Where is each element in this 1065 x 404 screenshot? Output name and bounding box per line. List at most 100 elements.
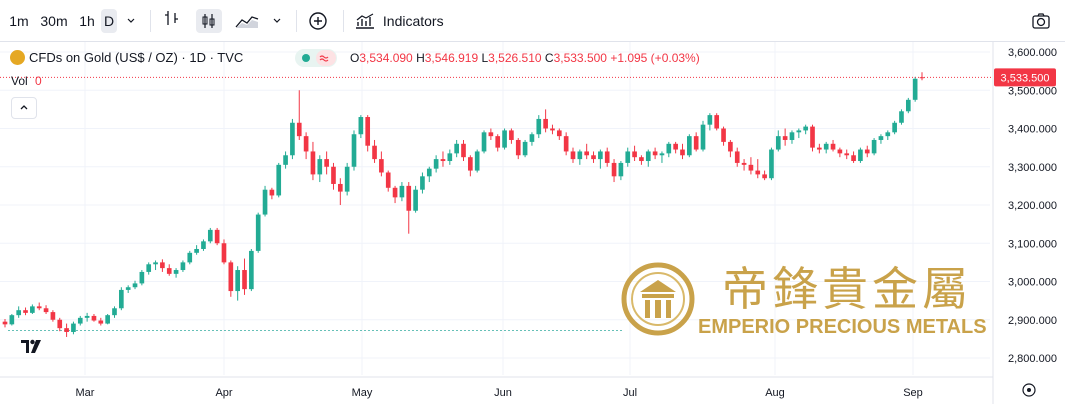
candle-body xyxy=(769,149,774,179)
candle xyxy=(50,310,56,322)
candle xyxy=(166,264,172,276)
candle-body xyxy=(269,189,275,196)
candle xyxy=(255,212,261,253)
candle-body xyxy=(173,270,179,274)
collapse-legend-button[interactable] xyxy=(11,97,37,119)
candle xyxy=(810,124,815,152)
x-tick-label: Mar xyxy=(76,387,95,399)
candle-body xyxy=(433,159,439,169)
candle xyxy=(481,130,487,154)
candle-body xyxy=(30,306,35,313)
candle-body xyxy=(570,151,576,160)
x-tick-label: Apr xyxy=(215,387,232,399)
candle xyxy=(242,258,247,295)
chevron-down-icon[interactable] xyxy=(266,9,288,33)
candle xyxy=(331,162,336,190)
candle-body xyxy=(618,162,624,177)
candle xyxy=(303,132,309,160)
candle xyxy=(563,132,569,156)
interval-d[interactable]: D xyxy=(101,9,117,33)
candle xyxy=(57,317,63,332)
candle-body xyxy=(556,130,562,137)
candle xyxy=(9,314,15,326)
candle-body xyxy=(317,159,323,175)
candle xyxy=(91,314,97,322)
symbol-title: CFDs on Gold (US$ / OZ) · 1D · TVC xyxy=(29,50,244,65)
candle xyxy=(782,128,788,146)
interval-1m[interactable]: 1m xyxy=(9,13,29,29)
candle xyxy=(803,124,808,135)
emperio-logo-icon xyxy=(621,262,695,336)
candle-body xyxy=(64,328,69,332)
add-comparison-icon[interactable] xyxy=(305,9,331,33)
candle-body xyxy=(358,117,364,135)
candle-body xyxy=(105,315,110,324)
volume-legend[interactable]: Vol 0 xyxy=(11,73,42,89)
watermark-english: EMPERIO PRECIOUS METALS xyxy=(698,316,987,338)
candle xyxy=(180,260,186,272)
camera-icon[interactable] xyxy=(1028,9,1054,33)
candle xyxy=(447,149,453,165)
interval-1h[interactable]: 1h xyxy=(79,13,95,29)
candle-body xyxy=(221,243,227,263)
candle xyxy=(64,323,69,337)
candle-body xyxy=(844,153,850,156)
y-tick-label: 3,500.000 xyxy=(1008,85,1057,97)
candle-body xyxy=(420,176,425,190)
candle xyxy=(700,120,706,152)
y-tick-label: 3,300.000 xyxy=(1008,162,1057,174)
candle xyxy=(276,162,282,198)
low-value: 3,526.510 xyxy=(488,51,542,65)
candle xyxy=(413,185,418,213)
close-value: 3,533.500 xyxy=(553,51,607,65)
chevron-down-icon[interactable] xyxy=(120,9,142,33)
candle-body xyxy=(755,170,761,175)
candle-body xyxy=(851,155,856,162)
candle xyxy=(721,126,726,146)
candle-body xyxy=(598,151,603,160)
vol-label: Vol xyxy=(11,74,28,88)
candle-body xyxy=(413,189,418,211)
candle-body xyxy=(871,139,877,154)
candle xyxy=(556,128,562,140)
candle-body xyxy=(23,310,28,313)
candle xyxy=(105,314,110,325)
candle xyxy=(77,315,83,326)
bar-style-icon[interactable] xyxy=(160,9,184,33)
candle-body xyxy=(632,151,637,158)
candle xyxy=(187,250,193,265)
candle xyxy=(755,159,761,179)
candle xyxy=(625,147,631,167)
time-settings-icon[interactable] xyxy=(1022,383,1036,397)
candles-icon[interactable] xyxy=(196,9,222,33)
candle xyxy=(201,239,206,251)
candle-body xyxy=(344,166,350,192)
candle xyxy=(119,287,124,311)
market-status-pill[interactable] xyxy=(295,49,337,67)
candle-body xyxy=(885,132,891,137)
y-tick-label: 3,400.000 xyxy=(1008,124,1057,136)
candle xyxy=(604,147,610,167)
price-chart[interactable]: 帝鋒貴金屬 EMPERIO PRECIOUS METALS 3,600.0003… xyxy=(0,42,1065,404)
candle xyxy=(618,161,624,181)
candles xyxy=(2,72,925,337)
candle xyxy=(591,151,596,163)
candle-body xyxy=(687,136,692,156)
candle xyxy=(488,128,494,140)
candle xyxy=(98,317,104,326)
candle-body xyxy=(591,155,596,160)
indicators-button[interactable]: Indicators xyxy=(354,9,454,33)
symbol-legend[interactable]: CFDs on Gold (US$ / OZ) · 1D · TVC xyxy=(10,48,243,68)
candle-body xyxy=(529,134,535,142)
candle-body xyxy=(721,128,726,142)
candle-body xyxy=(194,248,199,253)
candle-body xyxy=(789,132,795,140)
area-chart-icon[interactable] xyxy=(232,9,262,33)
interval-30m[interactable]: 30m xyxy=(40,13,68,29)
candle-body xyxy=(50,312,56,320)
candle-body xyxy=(77,317,83,324)
candle xyxy=(214,227,220,246)
toolbar-divider xyxy=(296,10,297,32)
candle-body xyxy=(351,134,357,167)
candle xyxy=(173,268,179,278)
